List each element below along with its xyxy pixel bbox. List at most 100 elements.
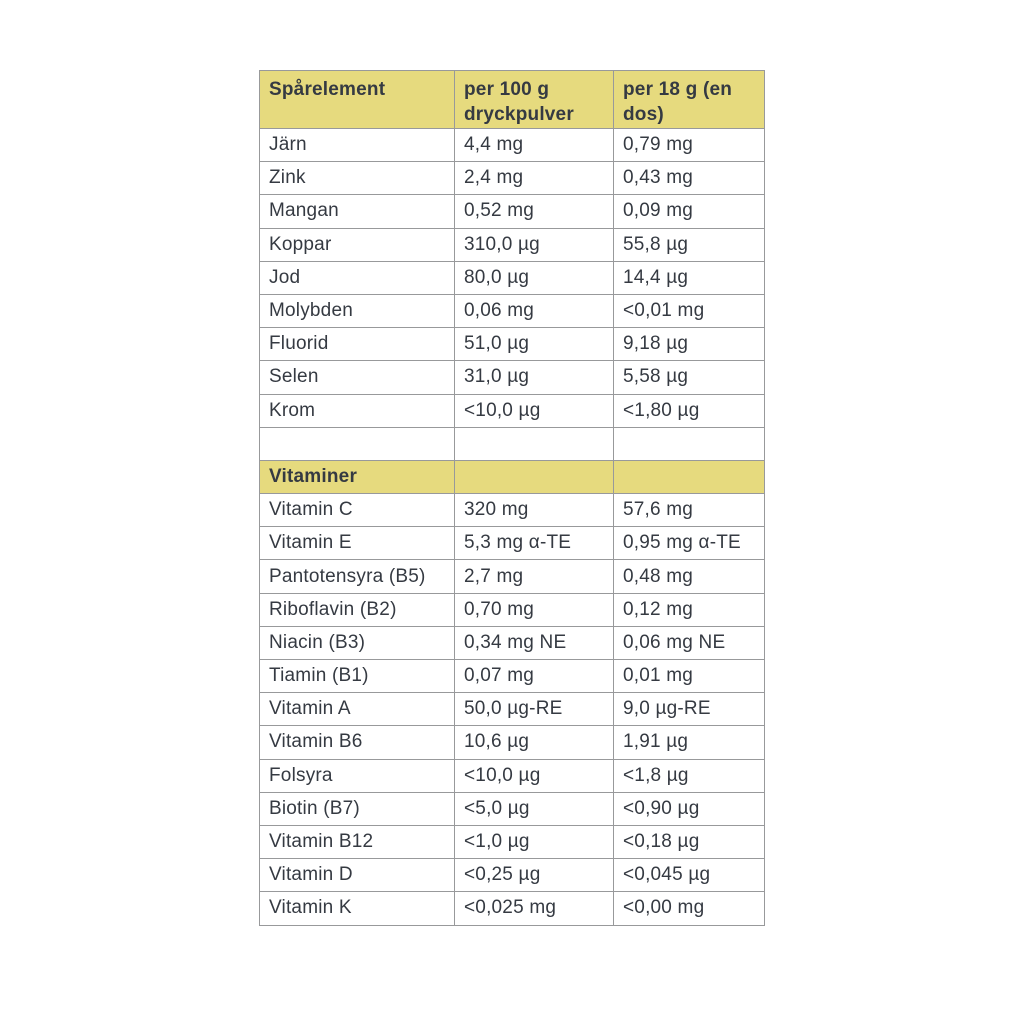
per-18g-value-cell: 14,4 µg xyxy=(613,260,765,295)
per-18g-value-cell: 0,95 mg α-TE xyxy=(613,526,765,561)
nutrient-name-cell: Vitamin B6 xyxy=(259,725,455,760)
nutrient-name-cell: Järn xyxy=(259,127,455,163)
table-row: Vitamin C 320 mg 57,6 mg xyxy=(259,493,765,528)
table-row: Vitamin B12 <1,0 µg <0,18 µg xyxy=(259,824,765,860)
per-100g-value-cell: 2,4 mg xyxy=(454,161,614,196)
per-18g-value-cell: 1,91 µg xyxy=(613,725,765,760)
per-100g-value-cell: 0,34 mg NE xyxy=(454,625,614,661)
per-100g-value-cell: 0,06 mg xyxy=(454,293,614,329)
nutrient-name-cell: Mangan xyxy=(259,194,455,229)
per-100g-value-cell: 0,07 mg xyxy=(454,658,614,694)
table-row: Folsyra <10,0 µg <1,8 µg xyxy=(259,758,765,793)
nutrient-name-cell: Riboflavin (B2) xyxy=(259,592,455,627)
per-100g-value-cell: 31,0 µg xyxy=(454,360,614,395)
nutrient-name-cell xyxy=(259,426,455,461)
per-18g-value-cell: 0,79 mg xyxy=(613,127,765,163)
nutrient-name-cell: Fluorid xyxy=(259,327,455,362)
table-row: Vitamin E 5,3 mg α-TE 0,95 mg α-TE xyxy=(259,526,765,561)
per-100g-value-cell: 10,6 µg xyxy=(454,725,614,760)
per-100g-value-cell: <5,0 µg xyxy=(454,791,614,826)
table-row: Tiamin (B1) 0,07 mg 0,01 mg xyxy=(259,658,765,694)
column-header-per-100g: per 100 g dryckpulver xyxy=(454,70,614,129)
per-18g-value-cell: 0,09 mg xyxy=(613,194,765,229)
table-row: Molybden 0,06 mg <0,01 mg xyxy=(259,293,765,329)
nutrient-name-cell: Vitamin A xyxy=(259,692,455,727)
per-100g-value-cell: 51,0 µg xyxy=(454,327,614,362)
table-row: Vitamin D <0,25 µg <0,045 µg xyxy=(259,858,765,893)
per-18g-value-cell xyxy=(613,426,765,461)
per-18g-value-cell: 55,8 µg xyxy=(613,227,765,262)
table-row: Koppar 310,0 µg 55,8 µg xyxy=(259,227,765,262)
table-row: Riboflavin (B2) 0,70 mg 0,12 mg xyxy=(259,592,765,627)
per-18g-value-cell: 9,0 µg-RE xyxy=(613,692,765,727)
per-18g-value-cell: <0,00 mg xyxy=(613,891,765,926)
spacer-row xyxy=(259,426,765,461)
per-18g-value-cell: 0,48 mg xyxy=(613,559,765,594)
per-18g-value-cell: <0,90 µg xyxy=(613,791,765,826)
table-row: Fluorid 51,0 µg 9,18 µg xyxy=(259,327,765,362)
per-18g-value-cell: <1,80 µg xyxy=(613,393,765,428)
per-18g-value-cell: <0,045 µg xyxy=(613,858,765,893)
table-row: Pantotensyra (B5) 2,7 mg 0,48 mg xyxy=(259,559,765,594)
per-100g-value-cell: <10,0 µg xyxy=(454,393,614,428)
nutrient-name-cell: Vitaminer xyxy=(259,459,455,495)
nutrient-name-cell: Selen xyxy=(259,360,455,395)
nutrient-name-cell: Folsyra xyxy=(259,758,455,793)
table-row: Niacin (B3) 0,34 mg NE 0,06 mg NE xyxy=(259,625,765,661)
table-row: Krom <10,0 µg <1,80 µg xyxy=(259,393,765,428)
column-header-per-18g: per 18 g (en dos) xyxy=(613,70,765,129)
per-100g-value-cell: 0,70 mg xyxy=(454,592,614,627)
per-18g-value-cell: 0,01 mg xyxy=(613,658,765,694)
nutrient-name-cell: Zink xyxy=(259,161,455,196)
nutrient-name-cell: Vitamin B12 xyxy=(259,824,455,860)
nutrient-name-cell: Vitamin D xyxy=(259,858,455,893)
per-18g-value-cell: 0,12 mg xyxy=(613,592,765,627)
table-row: Biotin (B7) <5,0 µg <0,90 µg xyxy=(259,791,765,826)
nutrient-name-cell: Vitamin C xyxy=(259,493,455,528)
section-header-row: Vitaminer xyxy=(259,459,765,495)
table-row: Järn 4,4 mg 0,79 mg xyxy=(259,127,765,163)
nutrient-name-cell: Koppar xyxy=(259,227,455,262)
per-100g-value-cell xyxy=(454,459,614,495)
per-100g-value-cell: 5,3 mg α-TE xyxy=(454,526,614,561)
table-row: Vitamin K <0,025 mg <0,00 mg xyxy=(259,891,765,926)
nutrition-facts-table: Spårelement per 100 g dryckpulver per 18… xyxy=(259,70,765,926)
table-row: Vitamin A 50,0 µg-RE 9,0 µg-RE xyxy=(259,692,765,727)
nutrient-name-cell: Niacin (B3) xyxy=(259,625,455,661)
per-100g-value-cell: <1,0 µg xyxy=(454,824,614,860)
per-18g-value-cell: <0,18 µg xyxy=(613,824,765,860)
nutrient-name-cell: Pantotensyra (B5) xyxy=(259,559,455,594)
table-row: Jod 80,0 µg 14,4 µg xyxy=(259,260,765,295)
nutrient-name-cell: Jod xyxy=(259,260,455,295)
column-header-sparelement: Spårelement xyxy=(259,70,455,129)
per-18g-value-cell: 0,06 mg NE xyxy=(613,625,765,661)
per-18g-value-cell: 57,6 mg xyxy=(613,493,765,528)
table-header-row: Spårelement per 100 g dryckpulver per 18… xyxy=(259,70,765,129)
table-row: Zink 2,4 mg 0,43 mg xyxy=(259,161,765,196)
nutrient-name-cell: Biotin (B7) xyxy=(259,791,455,826)
per-18g-value-cell xyxy=(613,459,765,495)
table-row: Mangan 0,52 mg 0,09 mg xyxy=(259,194,765,229)
per-18g-value-cell: <1,8 µg xyxy=(613,758,765,793)
per-100g-value-cell: <0,025 mg xyxy=(454,891,614,926)
per-100g-value-cell: <10,0 µg xyxy=(454,758,614,793)
per-100g-value-cell: 310,0 µg xyxy=(454,227,614,262)
nutrient-name-cell: Tiamin (B1) xyxy=(259,658,455,694)
per-100g-value-cell: 50,0 µg-RE xyxy=(454,692,614,727)
per-18g-value-cell: 9,18 µg xyxy=(613,327,765,362)
nutrient-name-cell: Molybden xyxy=(259,293,455,329)
table-row: Selen 31,0 µg 5,58 µg xyxy=(259,360,765,395)
per-100g-value-cell: 80,0 µg xyxy=(454,260,614,295)
per-100g-value-cell: 2,7 mg xyxy=(454,559,614,594)
per-100g-value-cell: 0,52 mg xyxy=(454,194,614,229)
per-100g-value-cell: 320 mg xyxy=(454,493,614,528)
table-body: Järn 4,4 mg 0,79 mg Zink 2,4 mg 0,43 mg Mangan… xyxy=(259,127,765,926)
nutrient-name-cell: Krom xyxy=(259,393,455,428)
per-18g-value-cell: <0,01 mg xyxy=(613,293,765,329)
per-100g-value-cell: <0,25 µg xyxy=(454,858,614,893)
nutrient-name-cell: Vitamin E xyxy=(259,526,455,561)
table-row: Vitamin B6 10,6 µg 1,91 µg xyxy=(259,725,765,760)
per-18g-value-cell: 0,43 mg xyxy=(613,161,765,196)
per-18g-value-cell: 5,58 µg xyxy=(613,360,765,395)
nutrient-name-cell: Vitamin K xyxy=(259,891,455,926)
